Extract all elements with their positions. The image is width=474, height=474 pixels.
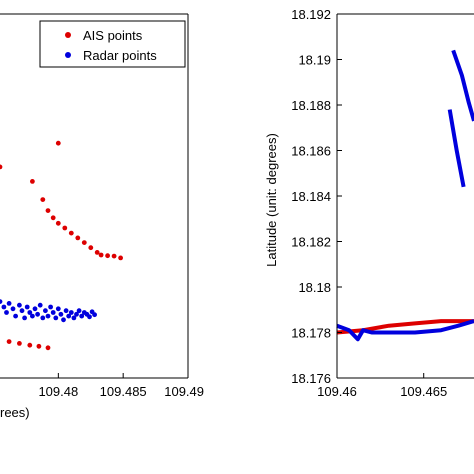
right-plot-y-label: Latitude (unit: degrees) [264,133,279,267]
ais-point [75,235,81,241]
ais-point [62,225,68,231]
radar-point [50,310,56,315]
ais-point [27,342,33,348]
radar-point [43,308,48,314]
left-plot: 109.48 109.485 109.49 rees) AIS points Rad… [0,13,204,420]
left-x-tick-label: 109.48 [38,384,78,399]
ais-point [45,345,51,351]
ais-point [30,179,35,184]
left-plot-marks [0,140,123,351]
radar-point [45,313,51,319]
radar-point [66,313,72,319]
radar-point [24,304,30,310]
radar-point [0,299,3,304]
radar-point [92,312,97,318]
ais-point [105,253,110,259]
radar-point [19,308,25,314]
right-x-tick-label: 109.465 [400,384,447,399]
radar-point [4,310,9,315]
radar-point [61,317,66,323]
radar-point [40,315,46,321]
ais-point [36,343,42,349]
ais-point [55,140,61,146]
radar-point [13,313,18,319]
ais-point [94,250,100,255]
ais-point [111,253,117,259]
right-y-tick-label: 18.176 [291,371,331,386]
radar-point [58,311,64,317]
radar-point [10,306,16,312]
right-plot-y-ticks: 18.176 18.178 18.18 18.182 18.184 18.186 18.18… [291,7,342,386]
right-y-tick-label: 18.178 [291,326,331,341]
right-y-tick-label: 18.182 [291,235,331,250]
radar-track-line [336,319,474,342]
radar-point [37,302,43,308]
left-plot-x-label: rees) [0,405,30,420]
radar-point [6,301,12,306]
radar-point [71,315,77,321]
radar-track-line [447,109,466,188]
ais-point [0,164,3,170]
right-y-tick-label: 18.19 [298,53,331,68]
radar-point [79,313,85,319]
radar-track-line [451,49,474,122]
radar-point [74,311,79,317]
radar-point [22,315,27,321]
radar-point [53,315,59,321]
left-plot-x-ticks: 109.48 109.485 109.49 [38,373,204,399]
legend-marker-radar [65,52,71,58]
radar-point [55,306,61,312]
radar-point [68,310,74,315]
legend-label-radar: Radar points [83,48,157,63]
right-plot-x-ticks: 109.46 109.465 [317,373,447,399]
ais-point [88,245,94,251]
ais-point [55,220,61,226]
ais-point [50,215,56,221]
ais-point [81,240,87,246]
ais-point [68,230,74,236]
right-y-tick-label: 18.18 [298,280,331,295]
ais-point [40,197,46,203]
ais-point [98,252,104,258]
legend: AIS points Radar points [39,20,186,68]
ais-point [6,339,12,344]
ais-point [118,255,123,261]
right-y-tick-label: 18.186 [291,144,331,159]
right-y-tick-label: 18.184 [291,189,331,204]
right-y-tick-label: 18.192 [291,7,331,22]
legend-label-ais: AIS points [83,28,143,43]
ais-point [17,341,22,346]
left-x-tick-label: 109.49 [164,384,204,399]
radar-point [30,313,35,319]
legend-marker-ais [65,32,71,38]
radar-point [87,314,92,320]
ais-point [45,208,51,214]
radar-point [1,304,7,310]
radar-point [63,308,69,314]
radar-point [48,304,53,310]
right-x-tick-label: 109.46 [317,384,357,399]
right-plot-marks [336,49,474,342]
radar-point [32,306,38,312]
right-plot: 18.176 18.178 18.18 18.182 18.184 18.186 18.18… [264,7,474,399]
radar-point [17,302,22,308]
ais-track-line [336,319,474,335]
radar-point [27,310,33,315]
right-y-tick-label: 18.188 [291,98,331,113]
radar-point [35,311,40,317]
left-x-tick-label: 109.485 [100,384,147,399]
radar-point [76,308,82,314]
legend-box [39,20,186,68]
